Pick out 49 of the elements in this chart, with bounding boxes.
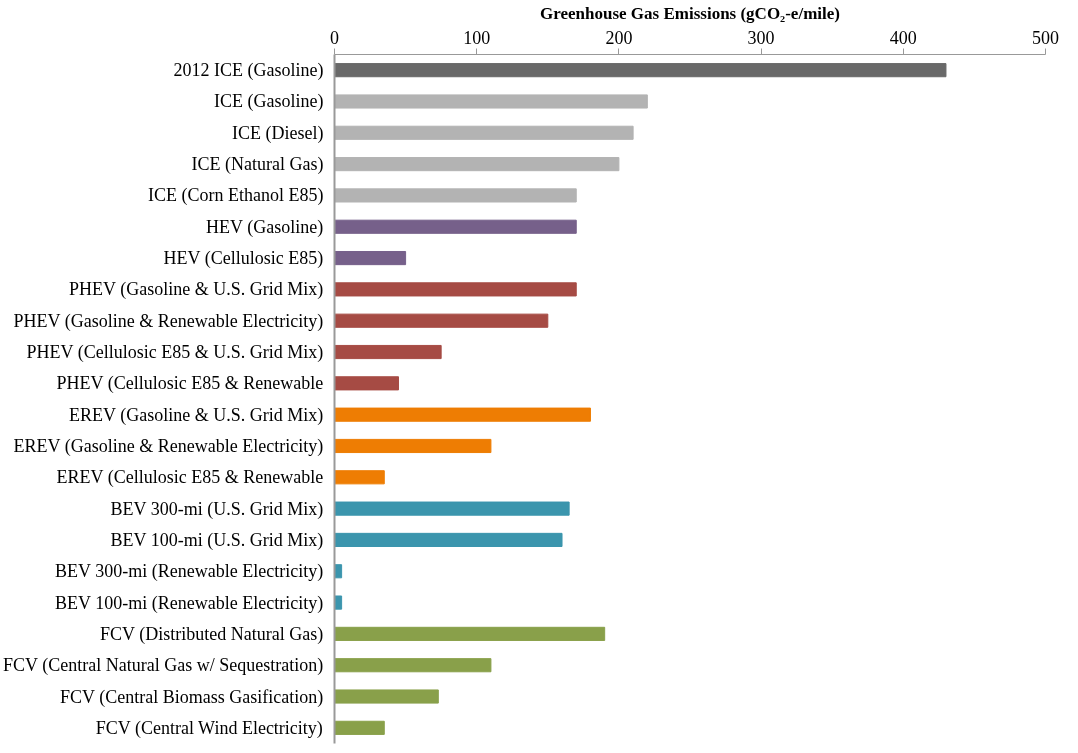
y-tick-label: BEV 300-mi (Renewable Electricity) <box>55 561 324 583</box>
y-tick-label: FCV (Distributed Natural Gas) <box>100 623 324 645</box>
y-tick-label: ICE (Natural Gas) <box>191 154 324 176</box>
bar <box>334 470 385 485</box>
y-tick-label: FCV (Central Natural Gas w/ Sequestration) <box>3 655 324 677</box>
y-tick-label: BEV 100-mi (Renewable Electricity) <box>55 592 324 614</box>
x-tick-label: 400 <box>889 27 917 48</box>
bar <box>334 250 407 266</box>
bar <box>334 219 577 234</box>
bar <box>334 626 606 641</box>
bar <box>334 689 439 704</box>
bar <box>334 282 577 297</box>
bar <box>334 376 399 391</box>
bar <box>334 720 385 735</box>
y-tick-label: EREV (Gasoline & Renewable Electricity) <box>13 435 324 457</box>
bar <box>334 63 947 78</box>
y-tick-label: ICE (Corn Ethanol E85) <box>148 185 324 207</box>
bar <box>334 501 570 516</box>
y-tick-label: PHEV (Gasoline & Renewable Electricity) <box>13 310 324 332</box>
y-tick-label: HEV (Gasoline) <box>206 216 324 238</box>
x-tick-label: 200 <box>605 27 633 48</box>
x-tick-label: 0 <box>330 27 339 48</box>
y-tick-label: EREV (Cellulosic E85 & Renewable <box>56 467 324 489</box>
y-tick-label: ICE (Gasoline) <box>214 91 324 113</box>
bar <box>334 313 549 328</box>
y-tick-label: FCV (Central Wind Electricity) <box>95 717 323 739</box>
y-tick-label: BEV 300-mi (U.S. Grid Mix) <box>110 498 324 520</box>
y-tick-label: EREV (Gasoline & U.S. Grid Mix) <box>69 404 324 426</box>
x-axis-title: Greenhouse Gas Emissions (gCO₂-e/mile) <box>540 3 840 23</box>
bar <box>334 658 492 673</box>
bar <box>334 407 591 422</box>
y-tick-label: FCV (Central Biomass Gasification) <box>60 686 324 708</box>
y-tick-label: PHEV (Cellulosic E85 & U.S. Grid Mix) <box>26 342 324 364</box>
y-tick-label: PHEV (Cellulosic E85 & Renewable <box>56 373 324 395</box>
x-tick-label: 300 <box>747 27 775 48</box>
y-tick-label: HEV (Cellulosic E85) <box>163 248 324 270</box>
bar <box>334 188 577 203</box>
bar <box>334 532 563 548</box>
y-tick-label: PHEV (Gasoline & U.S. Grid Mix) <box>69 279 324 301</box>
y-tick-label: BEV 100-mi (U.S. Grid Mix) <box>110 529 324 551</box>
bar <box>334 125 634 140</box>
bar <box>334 438 492 454</box>
y-tick-label: ICE (Diesel) <box>232 122 324 144</box>
x-tick-label: 100 <box>463 27 491 48</box>
bar <box>334 157 620 172</box>
y-tick-label: 2012 ICE (Gasoline) <box>173 60 324 82</box>
bar <box>334 344 442 360</box>
bar <box>334 94 648 109</box>
x-tick-label: 500 <box>1032 27 1059 48</box>
